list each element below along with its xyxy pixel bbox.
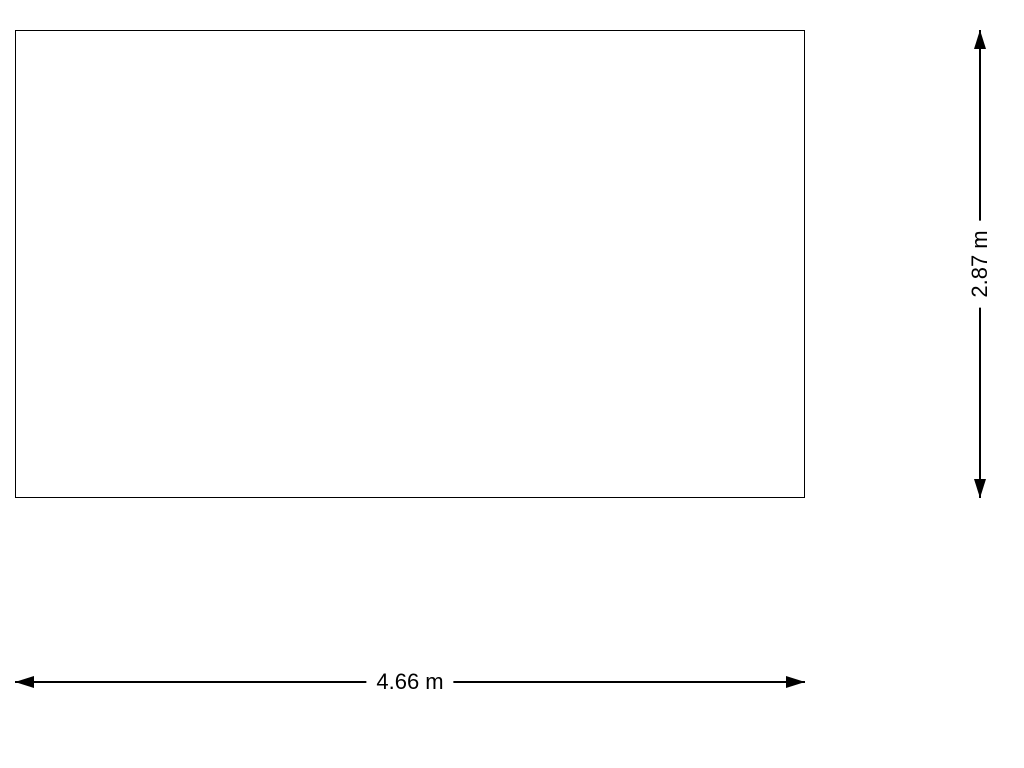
width-dimension-label: 4.66 m (366, 669, 453, 695)
dimension-rectangle (15, 30, 805, 498)
width-arrow-left-icon (15, 676, 34, 688)
height-arrow-down-icon (974, 479, 986, 498)
height-dimension-label: 2.87 m (967, 220, 993, 307)
width-arrow-right-icon (786, 676, 805, 688)
height-arrow-up-icon (974, 30, 986, 49)
